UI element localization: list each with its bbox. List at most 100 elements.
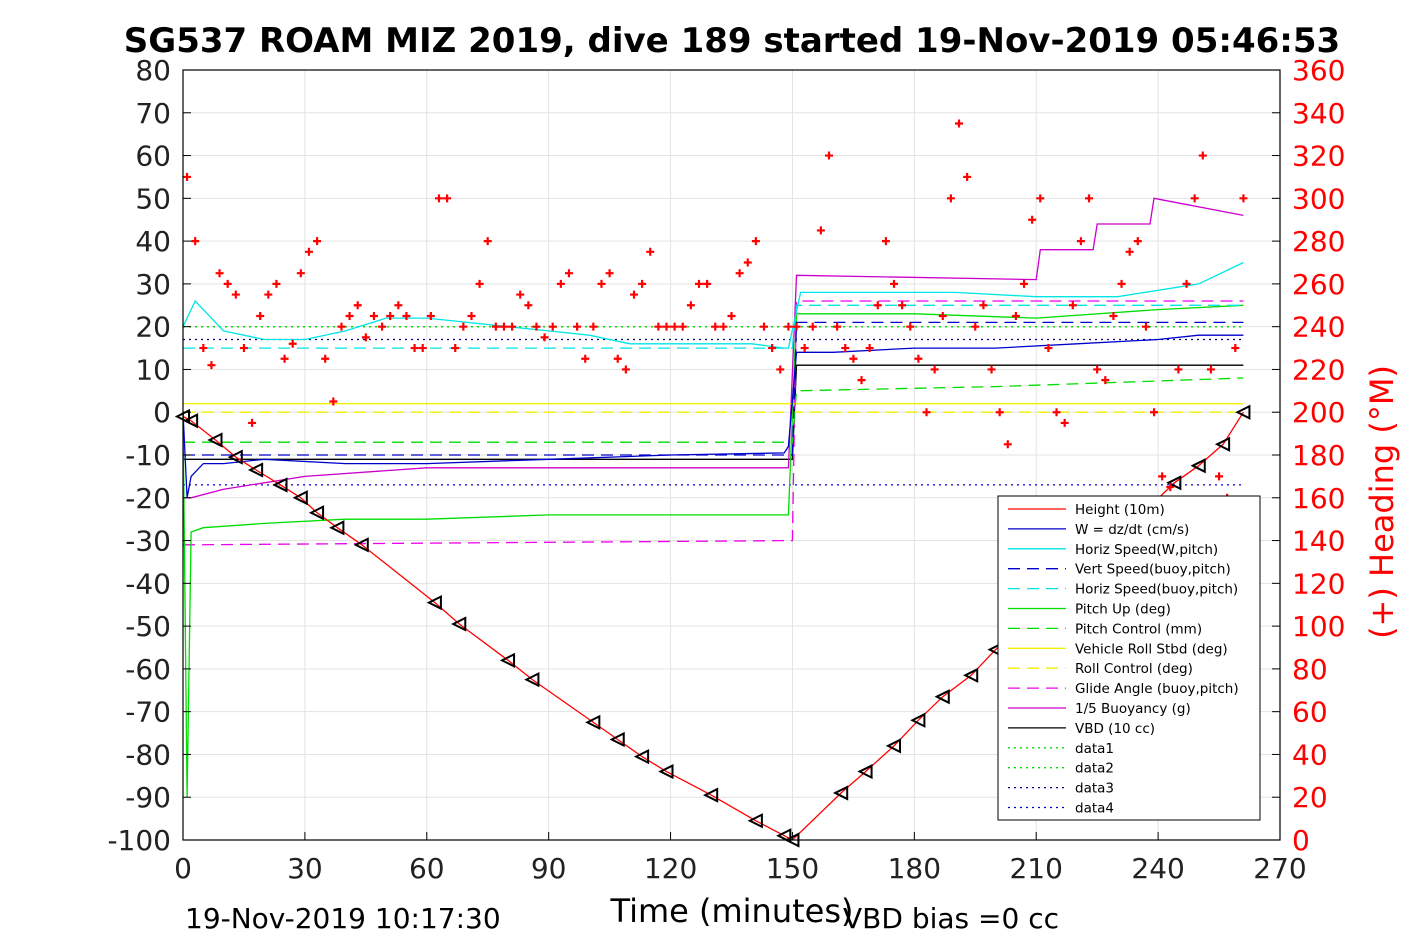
legend-entry: Height (10m) (1075, 502, 1165, 518)
chart-title: SG537 ROAM MIZ 2019, dive 189 started 19… (124, 21, 1340, 61)
heading-point (865, 344, 874, 353)
heading-point (1125, 247, 1134, 256)
y-tick-label: 60 (135, 140, 171, 173)
heading-point (459, 322, 468, 331)
heading-point (971, 322, 980, 331)
heading-point (288, 339, 297, 348)
heading-point (239, 344, 248, 353)
heading-point (1052, 408, 1061, 417)
heading-point (426, 311, 435, 320)
heading-point (524, 301, 533, 310)
x-tick-label: 60 (409, 852, 445, 885)
heading-point (280, 354, 289, 363)
legend-entry: Horiz Speed(W,pitch) (1075, 542, 1218, 558)
series-line (182, 334, 1244, 498)
heading-point (735, 269, 744, 278)
y-tick-label: -60 (125, 653, 171, 686)
height-marker (272, 477, 288, 493)
legend-entry: Glide Angle (buoy,pitch) (1075, 681, 1239, 697)
heading-point (1206, 365, 1215, 374)
heading-point (573, 322, 582, 331)
heading-point (1028, 215, 1037, 224)
y-tick-label: 10 (135, 353, 171, 386)
legend-entry: VBD (10 cc) (1075, 721, 1155, 737)
height-marker (308, 505, 325, 521)
y2-tick-label: 280 (1292, 225, 1345, 258)
heading-point (638, 279, 647, 288)
series-line (183, 377, 1244, 443)
heading-point (313, 237, 322, 246)
heading-point (1158, 472, 1167, 481)
heading-point (443, 194, 452, 203)
heading-point (1198, 151, 1207, 160)
x-tick-label: 120 (644, 852, 697, 885)
y-tick-label: -20 (125, 482, 171, 515)
y2-tick-label: 260 (1292, 268, 1345, 301)
height-marker (227, 449, 243, 465)
heading-point (345, 311, 354, 320)
height-marker (832, 785, 849, 801)
y-tick-label: -90 (125, 781, 171, 814)
heading-point (191, 237, 200, 246)
y2-tick-label: 80 (1292, 653, 1328, 686)
y-tick-label: -30 (125, 525, 171, 558)
heading-point (898, 301, 907, 310)
heading-point (605, 269, 614, 278)
heading-point (686, 301, 695, 310)
heading-point (499, 322, 508, 331)
heading-point (231, 290, 240, 299)
heading-point (1174, 365, 1183, 374)
heading-point (906, 322, 915, 331)
height-marker (609, 731, 625, 748)
heading-point (329, 397, 338, 406)
heading-point (475, 279, 484, 288)
y-tick-label: 50 (135, 182, 171, 215)
heading-point (183, 172, 192, 181)
legend-entry: W = dz/dt (cm/s) (1075, 522, 1189, 538)
legend-entry: data1 (1075, 741, 1114, 757)
heading-point (272, 279, 281, 288)
height-marker (247, 462, 264, 478)
height-marker (524, 671, 540, 688)
legend-entry: Roll Control (deg) (1075, 661, 1193, 677)
heading-point (987, 365, 996, 374)
heading-point (857, 376, 866, 385)
x-axis-label: Time (minutes) (610, 892, 854, 930)
heading-point (264, 290, 273, 299)
heading-point (1003, 440, 1012, 449)
height-marker (885, 738, 902, 754)
y2-axis-ticks: 3603403203002802602402202001801601401201… (1272, 54, 1345, 857)
heading-point (808, 322, 817, 331)
y-tick-label: -50 (125, 610, 171, 643)
series-line (183, 197, 1244, 499)
heading-point (1109, 311, 1118, 320)
heading-point (1020, 279, 1029, 288)
heading-point (1150, 408, 1159, 417)
height-marker (329, 520, 345, 536)
heading-point (296, 269, 305, 278)
y2-tick-label: 300 (1292, 182, 1345, 215)
y2-tick-label: 40 (1292, 738, 1328, 771)
heading-markers (183, 119, 1248, 502)
y2-tick-label: 0 (1292, 824, 1310, 857)
heading-point (743, 258, 752, 267)
height-marker (633, 748, 650, 765)
y-tick-label: 70 (135, 97, 171, 130)
height-marker (207, 432, 223, 448)
legend-entry: Vehicle Roll Stbd (deg) (1075, 641, 1228, 657)
heading-point (629, 290, 638, 299)
heading-point (914, 354, 923, 363)
heading-point (670, 322, 679, 331)
heading-point (1060, 418, 1069, 427)
height-marker (910, 712, 926, 728)
x-tick-label: 240 (1131, 852, 1184, 885)
heading-point (353, 301, 362, 310)
y-tick-label: -80 (125, 738, 171, 771)
height-marker (776, 828, 792, 844)
heading-point (1215, 472, 1224, 481)
x-tick-label: 210 (1009, 852, 1062, 885)
height-marker (702, 787, 719, 803)
y-axis-ticks: 80 70 60 50 40 30 20 10 0 -10 -20 -30 -40 -50 -60 -70 -8… (107, 54, 191, 857)
y-tick-label: 20 (135, 311, 171, 344)
